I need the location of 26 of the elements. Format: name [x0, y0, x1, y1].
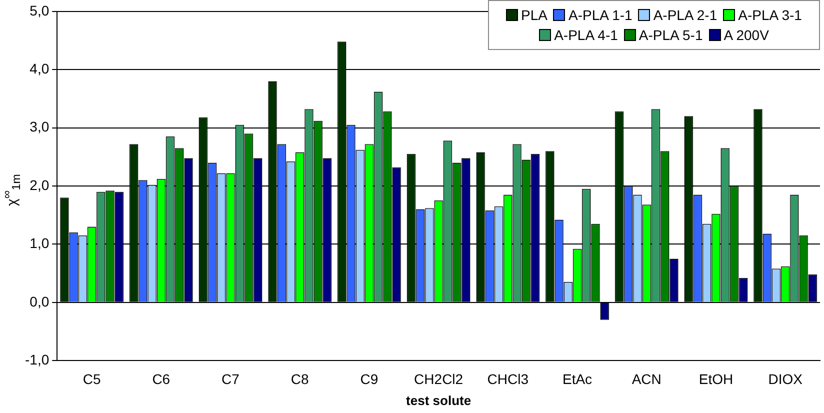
- x-tick-label: C8: [290, 370, 310, 387]
- x-tick-label: C5: [82, 370, 101, 387]
- x-tick-label: CH2Cl2: [414, 370, 464, 387]
- x-tick-label: EtAc: [562, 370, 592, 387]
- legend-label: A-PLA 4-1: [554, 26, 618, 45]
- legend-label: A-PLA 5-1: [638, 26, 703, 45]
- x-tick-label: CHCl3: [487, 370, 529, 387]
- legend-label: A-PLA 2-1: [653, 6, 718, 25]
- legend-label: A 200V: [724, 26, 769, 45]
- y-tick-label: 1,0: [30, 235, 50, 252]
- x-tick-label: EtOH: [698, 370, 734, 387]
- y-tick-label: 0,0: [30, 293, 50, 310]
- legend-label: A-PLA 3-1: [738, 6, 802, 25]
- x-tick-label: ACN: [632, 370, 662, 387]
- x-tick-label: DIOX: [768, 370, 804, 387]
- x-tick-label: C7: [222, 370, 240, 387]
- legend-label: PLA: [521, 6, 548, 25]
- y-tick-label: 4,0: [30, 60, 50, 76]
- y-tick-label: 3,0: [30, 118, 50, 135]
- x-axis-title: test solute: [406, 392, 472, 408]
- legend-label: A-PLA 1-1: [568, 6, 632, 25]
- y-tick-label: 2,0: [30, 176, 50, 193]
- x-tick-label: C6: [152, 370, 170, 387]
- y-tick-label: 5,0: [30, 2, 50, 18]
- y-tick-label: -1,0: [25, 351, 50, 368]
- x-tick-label: C9: [360, 370, 378, 387]
